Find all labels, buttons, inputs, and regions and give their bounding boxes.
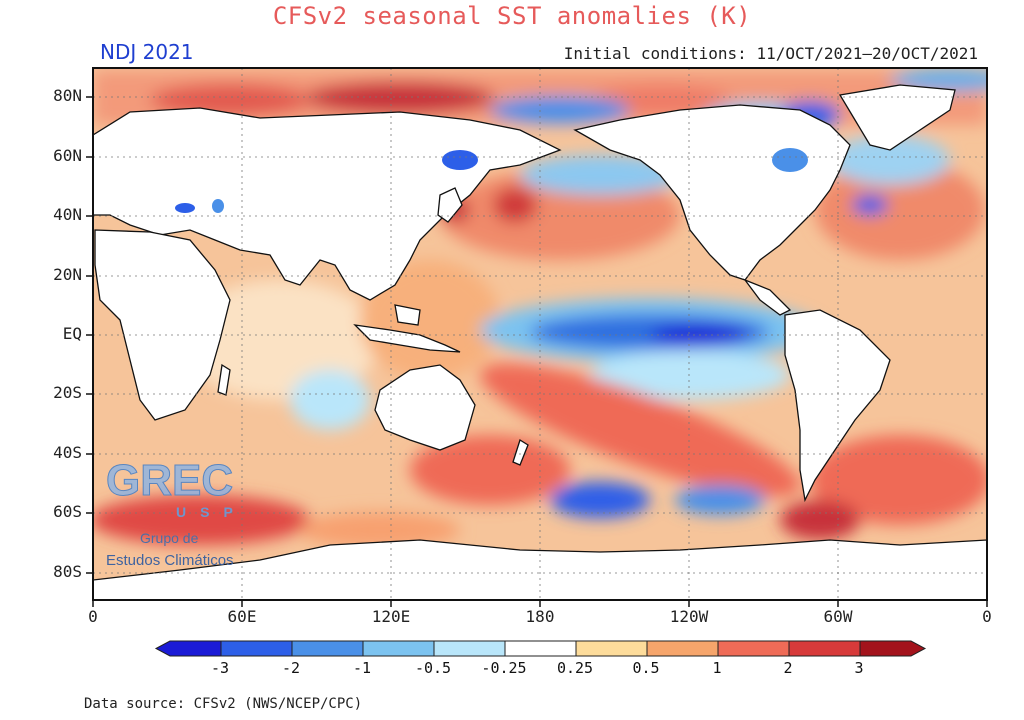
lat-label-eq: EQ [62, 324, 82, 343]
logo-sub-text: USP [176, 504, 247, 520]
lat-label-60s: 60S [53, 502, 82, 521]
colorbar-segment [362, 640, 435, 657]
lon-label-60e: 60E [227, 607, 257, 626]
colorbar-segment [433, 640, 506, 657]
colorbar-segment [504, 640, 577, 657]
colorbar-segment [717, 640, 790, 657]
colorbar-segment [859, 640, 927, 657]
colorbar-label: 3 [854, 659, 864, 677]
logo-line1: Grupo de [140, 530, 199, 546]
lon-label-120w: 120W [669, 607, 709, 626]
colorbar-segment [788, 640, 861, 657]
lat-label-20n: 20N [53, 265, 82, 284]
lat-label-40n: 40N [53, 205, 82, 224]
colorbar-segment [291, 640, 364, 657]
lon-label-0-end: 0 [982, 607, 992, 626]
colorbar-label: -3 [210, 659, 230, 677]
colorbar-segment [575, 640, 648, 657]
colorbar-label: 2 [783, 659, 793, 677]
map-title: CFSv2 seasonal SST anomalies (K) [272, 2, 752, 30]
colorbar-label: -2 [281, 659, 301, 677]
colorbar-label: 0.25 [556, 659, 594, 677]
initial-conditions: Initial conditions: 11/OCT/2021–20/OCT/2… [563, 44, 978, 63]
data-source: Data source: CFSv2 (NWS/NCEP/CPC) [84, 696, 363, 712]
landmasses [93, 84, 987, 600]
colorbar-segment [220, 640, 293, 657]
colorbar-label: 0.5 [632, 659, 660, 677]
lon-label-60w: 60W [823, 607, 853, 626]
colorbar-segment [646, 640, 719, 657]
logo-line2: Estudos Climáticos [106, 552, 234, 569]
sst-field [93, 68, 987, 600]
colorbar-label: -0.25 [481, 659, 527, 677]
grec-logo: GREC USP Grupo de Estudos Climáticos [106, 456, 247, 570]
lon-label-120e: 120E [371, 607, 411, 626]
lon-label-0: 0 [88, 607, 98, 626]
logo-main-text: GREC [106, 456, 233, 505]
lat-label-80n: 80N [53, 86, 82, 105]
colorbar-label: -1 [352, 659, 372, 677]
axis-ticks [86, 96, 988, 607]
lat-label-20s: 20S [53, 383, 82, 402]
lat-label-40s: 40S [53, 443, 82, 462]
colorbar-label: 1 [712, 659, 722, 677]
colorbar-segment [154, 640, 222, 657]
lon-label-180: 180 [525, 607, 555, 626]
lat-label-80s: 80S [53, 562, 82, 581]
graticule [93, 68, 987, 600]
colorbar [154, 640, 927, 657]
lat-label-60n: 60N [53, 146, 82, 165]
colorbar-label: -0.5 [414, 659, 452, 677]
season-label: NDJ 2021 [100, 40, 194, 64]
